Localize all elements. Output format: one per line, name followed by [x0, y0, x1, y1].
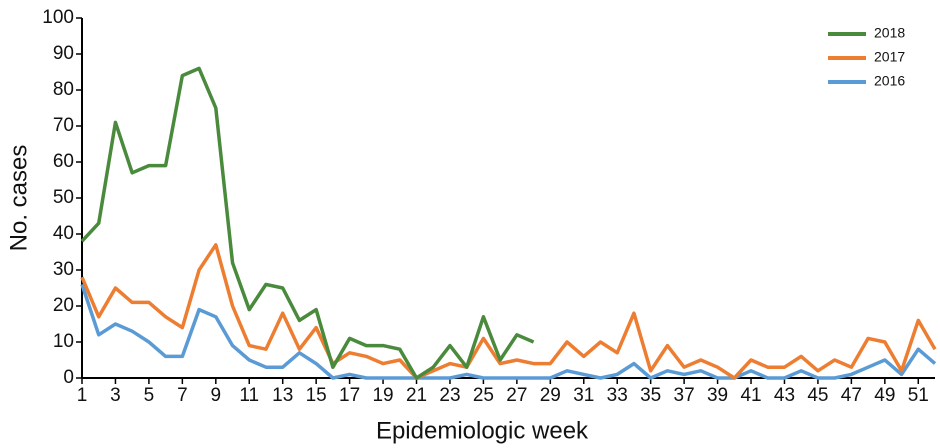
y-tick-label: 90 [53, 43, 74, 64]
x-tick-label: 39 [707, 385, 728, 406]
y-tick-label: 20 [53, 295, 74, 316]
x-tick-label: 29 [540, 385, 561, 406]
x-tick-label: 21 [406, 385, 427, 406]
x-tick-label: 3 [110, 385, 121, 406]
x-tick-label: 5 [144, 385, 155, 406]
y-axis-title: No. cases [5, 145, 32, 252]
y-tick-label: 10 [53, 331, 74, 352]
x-tick-label: 47 [841, 385, 862, 406]
x-tick-label: 31 [573, 385, 594, 406]
x-tick-label: 19 [372, 385, 393, 406]
x-tick-label: 23 [439, 385, 460, 406]
x-axis-title: Epidemiologic week [376, 417, 589, 444]
x-tick-label: 17 [339, 385, 360, 406]
x-tick-label: 35 [640, 385, 661, 406]
x-tick-label: 49 [874, 385, 895, 406]
x-tick-label: 25 [473, 385, 494, 406]
y-tick-label: 40 [53, 223, 74, 244]
x-tick-label: 1 [77, 385, 88, 406]
y-tick-label: 30 [53, 259, 74, 280]
y-tick-label: 80 [53, 79, 74, 100]
y-tick-label: 100 [42, 7, 74, 28]
x-tick-label: 11 [239, 385, 259, 406]
x-tick-label: 15 [306, 385, 327, 406]
x-tick-label: 27 [506, 385, 527, 406]
series-line [80, 66, 535, 380]
x-tick-label: 13 [272, 385, 293, 406]
x-tick-label: 9 [211, 385, 222, 406]
legend-label: 2017 [874, 49, 905, 65]
x-tick-label: 33 [607, 385, 628, 406]
x-tick-label: 51 [908, 385, 929, 406]
y-tick-label: 0 [63, 367, 74, 388]
series-line [80, 243, 937, 380]
series-line [80, 283, 937, 380]
legend-label: 2016 [874, 73, 905, 89]
x-tick-label: 43 [774, 385, 795, 406]
legend-label: 2018 [874, 25, 905, 41]
y-tick-label: 50 [53, 187, 74, 208]
x-tick-label: 37 [674, 385, 695, 406]
y-tick-label: 70 [53, 115, 74, 136]
y-tick-label: 60 [53, 151, 74, 172]
x-tick-label: 7 [177, 385, 188, 406]
x-tick-label: 41 [740, 385, 761, 406]
x-tick-label: 45 [807, 385, 828, 406]
